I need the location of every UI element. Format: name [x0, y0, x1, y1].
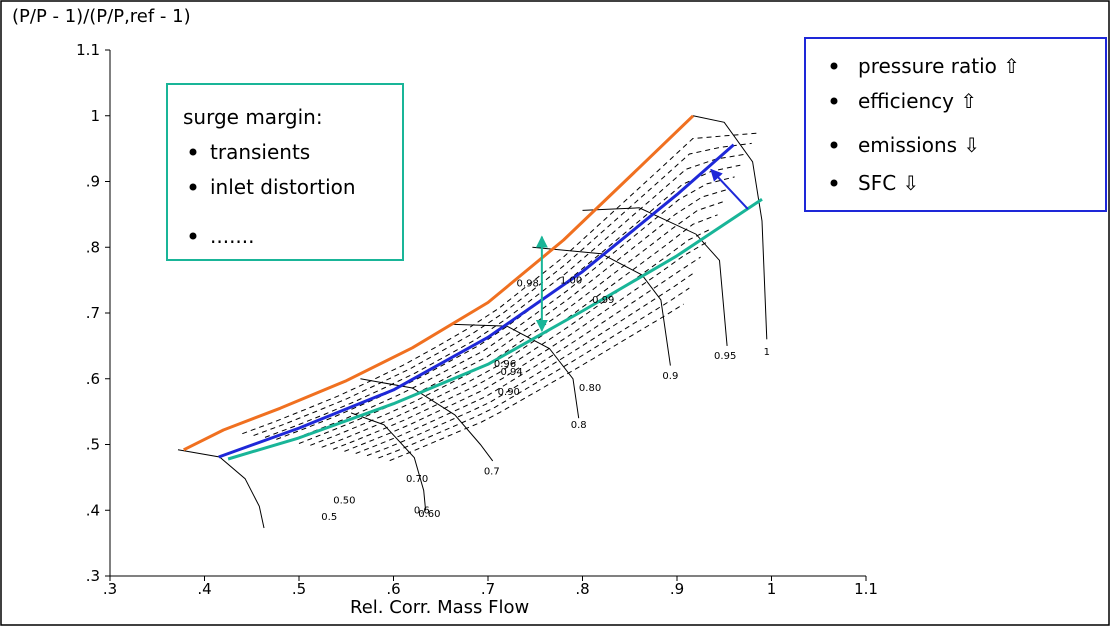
speed-label: 0.5 — [321, 512, 337, 523]
x-tick-label: 1 — [767, 580, 777, 598]
x-axis-title: Rel. Corr. Mass Flow — [350, 597, 529, 618]
bullet-icon — [189, 148, 197, 156]
surge-margin-item-1: transients — [210, 140, 310, 164]
efficiency-label: 0.98 — [517, 279, 539, 290]
efficiency-label: 0.50 — [333, 496, 355, 507]
surge-line — [183, 114, 695, 452]
benefits-box: pressure ratio ⇧ efficiency ⇧ emissions … — [804, 37, 1107, 212]
x-tick-label: .8 — [575, 580, 589, 598]
surge-margin-item-3: ....... — [210, 224, 255, 248]
speed-line-2 — [350, 412, 427, 511]
bullet-icon — [830, 97, 838, 105]
efficiency-line-4 — [276, 164, 741, 440]
speed-label: 0.8 — [571, 420, 587, 431]
efficiency-line-9 — [332, 227, 713, 450]
efficiency-label: 0.96 — [494, 359, 516, 370]
bullet-icon — [830, 62, 838, 70]
speed-label: 0.9 — [662, 371, 678, 382]
speed-label: 0.6 — [414, 506, 430, 517]
efficiency-line-1 — [242, 132, 758, 435]
efficiency-label: 0.90 — [498, 387, 520, 398]
speed-line-7 — [692, 115, 768, 340]
surge-margin-item-2: inlet distortion — [210, 175, 356, 199]
efficiency-label: 1.00 — [560, 275, 582, 286]
benefit-item-1: pressure ratio ⇧ — [858, 54, 1020, 78]
y-tick-label: .3 — [86, 567, 100, 585]
y-tick-label: .5 — [86, 436, 100, 454]
speed-line-6 — [582, 207, 728, 346]
efficiency-line-12 — [366, 271, 696, 457]
efficiency-label: 0.99 — [592, 295, 614, 306]
x-tick-label: .9 — [670, 580, 684, 598]
surge-margin-box: surge margin: transients inlet distortio… — [166, 83, 404, 261]
y-tick-label: .7 — [86, 304, 100, 322]
efficiency-line-11 — [355, 256, 701, 454]
efficiency-line-2 — [253, 142, 752, 436]
operating-shift-arrow — [710, 168, 749, 210]
bullet-icon — [189, 232, 197, 240]
efficiency-line-7 — [310, 201, 724, 446]
operating-line-low — [227, 198, 763, 461]
y-axis-title: (P/P - 1)/(P/P,ref - 1) — [12, 6, 191, 27]
x-tick-label: .7 — [481, 580, 495, 598]
efficiency-label: 0.80 — [579, 383, 601, 394]
efficiency-line-10 — [344, 242, 707, 452]
y-tick-label: .6 — [86, 370, 100, 388]
surge-margin-title: surge margin: — [183, 105, 323, 129]
bullet-icon — [830, 141, 838, 149]
y-tick-label: 1.1 — [76, 41, 100, 59]
efficiency-line-14 — [389, 303, 684, 462]
bullet-icon — [189, 183, 197, 191]
benefit-item-3: emissions ⇩ — [858, 133, 980, 157]
benefit-item-2: efficiency ⇧ — [858, 89, 977, 113]
y-tick-label: .9 — [86, 173, 100, 191]
efficiency-label: 0.94 — [500, 367, 522, 378]
x-tick-label: .5 — [292, 580, 306, 598]
speed-label: 1 — [764, 347, 770, 358]
speed-label: 0.7 — [484, 467, 500, 478]
speed-label: 0.95 — [714, 351, 736, 362]
speed-line-1 — [177, 449, 265, 529]
x-tick-label: .6 — [386, 580, 400, 598]
x-tick-label: .3 — [103, 580, 117, 598]
efficiency-label: 0.60 — [418, 509, 440, 520]
y-tick-label: .8 — [86, 238, 100, 256]
x-tick-label: .4 — [197, 580, 211, 598]
speed-line-3 — [360, 378, 494, 462]
efficiency-line-13 — [378, 287, 690, 459]
operating-line-high — [218, 143, 735, 459]
x-tick-label: 1.1 — [854, 580, 878, 598]
efficiency-label: 0.70 — [406, 474, 428, 485]
bullet-icon — [830, 179, 838, 187]
y-tick-label: 1 — [90, 107, 100, 125]
efficiency-line-8 — [321, 214, 718, 448]
benefit-item-4: SFC ⇩ — [858, 171, 919, 195]
y-tick-label: .4 — [86, 501, 100, 519]
